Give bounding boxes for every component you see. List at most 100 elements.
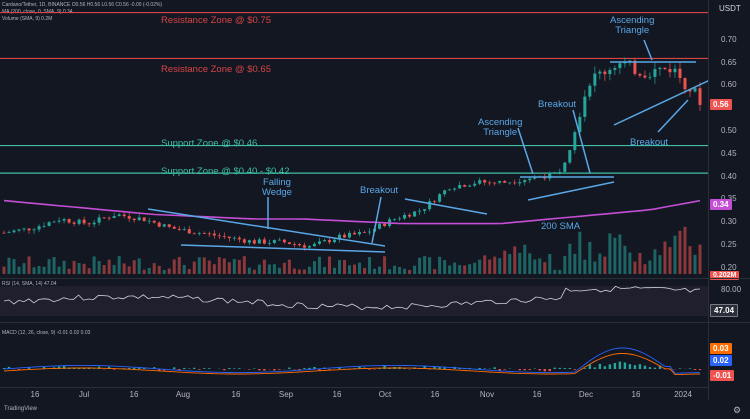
- candle-body: [122, 214, 126, 217]
- candle-body: [643, 75, 647, 78]
- symbol-header[interactable]: Cardano/Tether, 1D, BINANCE O0.56 H0.56 …: [2, 2, 163, 8]
- triangle2-bottom-line: [613, 80, 708, 126]
- macd-histogram-bar: [208, 368, 211, 369]
- volume-bar: [643, 264, 647, 274]
- volume-bar: [72, 260, 76, 274]
- candle-body: [237, 237, 241, 240]
- macd-histogram-bar: [107, 366, 111, 369]
- volume-bar: [162, 269, 166, 274]
- volume-bar: [358, 262, 362, 274]
- candle-body: [493, 182, 497, 184]
- settings-gear-icon[interactable]: ⚙: [733, 405, 742, 415]
- time-axis[interactable]: 16 Jul 16 Aug 16 Sep 16 Oct 16 Nov 16 De…: [0, 387, 708, 402]
- asc-tri2-line1: Ascending: [610, 15, 655, 26]
- price-chart[interactable]: [0, 0, 708, 276]
- volume-bar: [207, 260, 211, 274]
- x-tick: 16: [129, 390, 139, 399]
- macd-histogram-bar: [82, 367, 86, 369]
- volume-bar: [688, 246, 692, 274]
- volume-bar: [52, 257, 56, 274]
- candle-body: [438, 194, 442, 202]
- candle-body: [252, 240, 256, 244]
- candle-body: [503, 181, 507, 183]
- volume-bar: [127, 266, 131, 274]
- sma-value-badge: 0.34: [710, 199, 732, 210]
- macd-histogram-bar: [173, 367, 176, 369]
- macd-histogram-bar: [638, 364, 642, 369]
- tick-050: 0.50: [721, 126, 737, 135]
- macd-histogram-bar: [303, 368, 306, 369]
- candle-body: [282, 239, 286, 243]
- macd-histogram-bar: [27, 367, 31, 369]
- candle-body: [423, 209, 427, 211]
- volume-bar: [503, 250, 507, 274]
- candle-body: [97, 217, 101, 223]
- volume-bar: [57, 266, 61, 274]
- volume-bar: [388, 269, 392, 274]
- tradingview-logo-icon[interactable]: TradingView: [4, 406, 37, 412]
- candle-body: [92, 222, 96, 225]
- tick-035: 0.35: [721, 194, 737, 203]
- volume-bar: [418, 257, 422, 274]
- candle-body: [648, 76, 652, 78]
- sma-200-line: [3, 199, 701, 225]
- price-axis[interactable]: USDT 0.70 0.65 0.60 0.50 0.45 0.40 0.35 …: [708, 0, 750, 400]
- x-tick: Jul: [78, 390, 90, 399]
- volume-bar: [628, 252, 632, 274]
- candle-body: [698, 88, 702, 105]
- falling-wedge-line1: Falling: [262, 177, 291, 188]
- x-tick: Oct: [378, 390, 392, 399]
- volume-bar: [142, 269, 146, 274]
- volume-bar: [152, 263, 156, 274]
- macd-histogram-bar: [643, 365, 647, 369]
- macd-histogram-bar: [278, 369, 281, 370]
- candle-body: [633, 60, 637, 74]
- volume-bar: [353, 264, 357, 274]
- macd-histogram-bar: [368, 369, 371, 370]
- macd-pane[interactable]: [0, 324, 708, 386]
- macd-histogram-bar: [698, 369, 702, 370]
- volume-bar: [327, 256, 331, 274]
- rsi-label[interactable]: RSI (14, SMA, 14) 47.04: [2, 281, 57, 287]
- candle-body: [232, 237, 236, 239]
- candle-body: [488, 182, 492, 184]
- x-tick: 16: [231, 390, 241, 399]
- tick-070: 0.70: [721, 35, 737, 44]
- macd-histogram-bar: [543, 369, 546, 372]
- volume-bar: [237, 259, 241, 274]
- candle-body: [42, 225, 46, 227]
- volume-bar: [252, 269, 256, 274]
- wedge-lower-line: [180, 244, 386, 253]
- volume-bar: [548, 253, 552, 274]
- macd-histogram-bar: [593, 367, 597, 369]
- volume-bar: [458, 265, 462, 274]
- volume-bar: [267, 264, 271, 274]
- volume-bar: [593, 261, 597, 274]
- macd-label[interactable]: MACD (12, 26, close, 9) -0.01 0.02 0.03: [2, 330, 91, 336]
- macd-histogram-bar: [233, 368, 236, 369]
- macd-histogram-bar: [503, 369, 506, 370]
- volume-indicator-label[interactable]: Volume (SMA, 9) 0.2M: [2, 16, 53, 22]
- rsi-pane[interactable]: [0, 280, 708, 322]
- macd-histogram-bar: [443, 367, 446, 369]
- volume-bar: [102, 264, 106, 274]
- volume-bar: [518, 252, 522, 274]
- volume-bar: [307, 266, 311, 274]
- candle-body: [17, 229, 21, 231]
- candle-body: [152, 220, 156, 223]
- candle-body: [52, 221, 56, 223]
- tick-025: 0.25: [721, 240, 737, 249]
- volume-bar: [573, 253, 577, 274]
- macd-histogram-bar: [7, 366, 11, 369]
- candle-body: [598, 71, 602, 74]
- macd-histogram-bar: [483, 368, 486, 369]
- volume-bar: [32, 267, 36, 274]
- candle-body: [688, 89, 692, 92]
- candle-body: [468, 185, 472, 187]
- volume-bar: [478, 259, 482, 274]
- volume-bar: [498, 258, 502, 274]
- candle-body: [12, 230, 16, 233]
- candle-body: [182, 229, 186, 230]
- candle-body: [67, 219, 71, 223]
- sma-200-label: 200 SMA: [541, 221, 581, 232]
